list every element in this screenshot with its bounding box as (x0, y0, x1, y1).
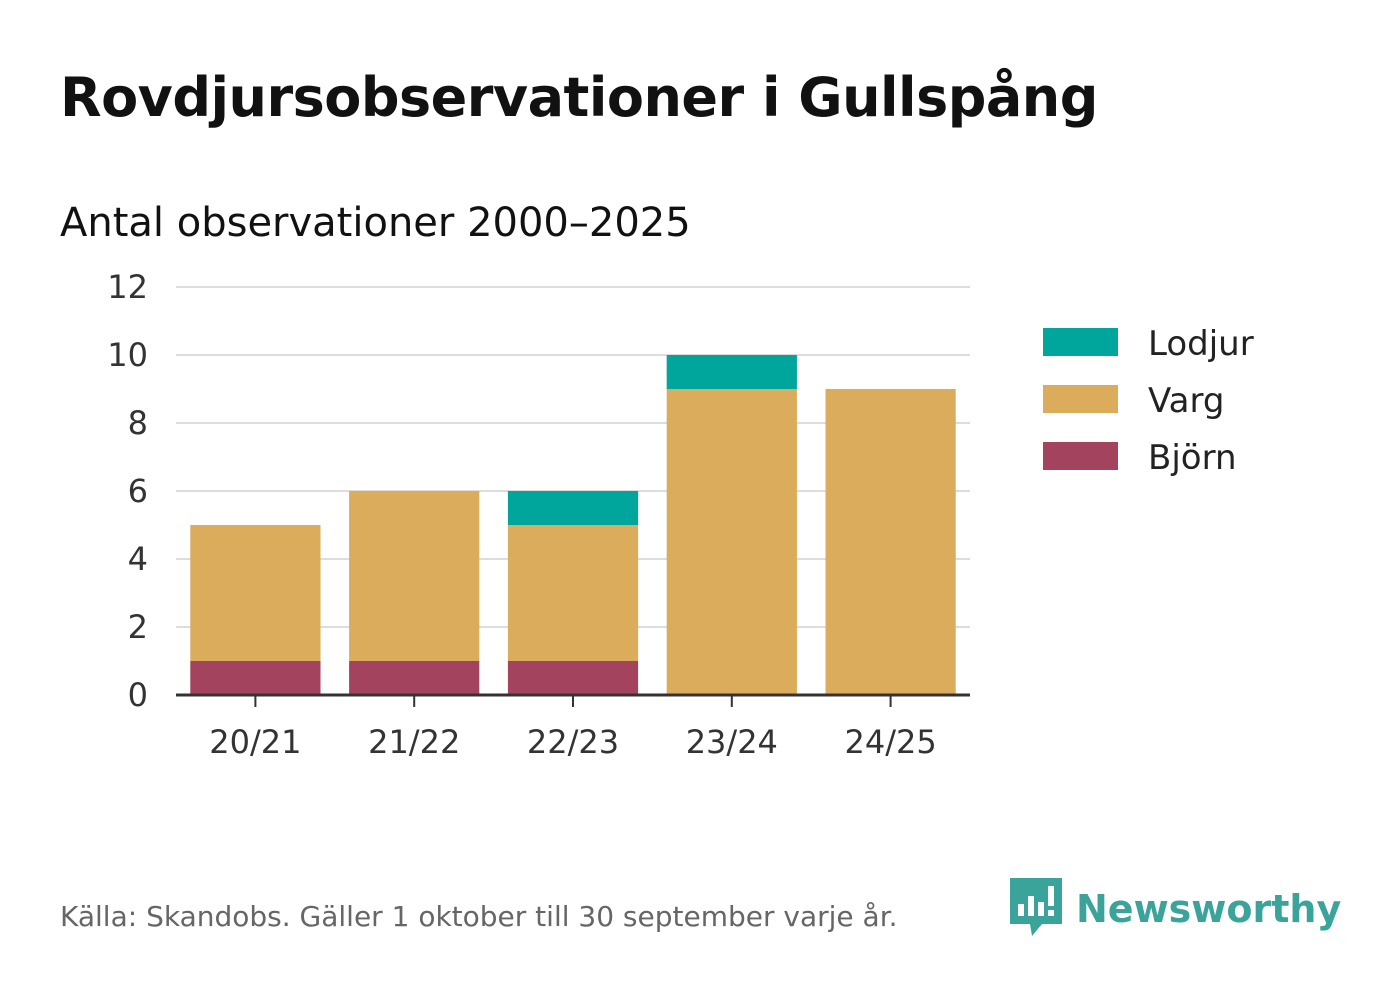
legend-swatch-björn (1043, 442, 1118, 470)
newsworthy-logo-icon (1010, 878, 1062, 936)
legend-label-varg: Varg (1148, 381, 1224, 421)
bar-björn-21-22 (349, 661, 480, 695)
legend: Lodjur Varg Björn (1043, 324, 1254, 478)
legend-swatch-varg (1043, 385, 1118, 413)
x-tick-label: 24/25 (844, 723, 936, 761)
brand-name: Newsworthy (1076, 887, 1342, 931)
bar-varg-24-25 (825, 389, 956, 695)
x-tick-label: 20/21 (209, 723, 301, 761)
x-tick-label: 23/24 (686, 723, 778, 761)
y-tick-label: 2 (128, 608, 148, 646)
legend-label-lodjur: Lodjur (1148, 324, 1254, 364)
x-axis-ticks: 20/21 21/22 22/23 23/24 24/25 (209, 695, 937, 761)
bar-varg-23-24 (666, 389, 797, 695)
bar-lodjur-23-24 (666, 355, 797, 389)
legend-label-björn: Björn (1148, 438, 1237, 478)
legend-swatch-lodjur (1043, 328, 1118, 356)
chart-title: Rovdjursobservationer i Gullspång (60, 66, 1098, 129)
y-tick-label: 4 (128, 540, 148, 578)
y-tick-label: 12 (107, 268, 148, 306)
bar-björn-20-21 (190, 661, 321, 695)
brand-logo: Newsworthy (1010, 878, 1341, 940)
y-tick-label: 8 (128, 404, 148, 442)
bar-lodjur-22-23 (507, 491, 639, 525)
source-note: Källa: Skandobs. Gäller 1 oktober till 3… (60, 900, 898, 933)
bar-varg-22-23 (507, 525, 639, 661)
y-axis-ticks: 0 2 4 6 8 10 12 (107, 268, 148, 714)
bars (190, 355, 956, 695)
y-tick-label: 6 (128, 472, 148, 510)
y-tick-label: 0 (128, 676, 148, 714)
x-tick-label: 22/23 (527, 723, 619, 761)
bar-björn-22-23 (507, 661, 639, 695)
bar-varg-21-22 (349, 491, 480, 661)
y-tick-label: 10 (107, 336, 148, 374)
x-tick-label: 21/22 (368, 723, 460, 761)
bar-varg-20-21 (190, 525, 321, 661)
chart-subtitle: Antal observationer 2000–2025 (60, 200, 691, 246)
